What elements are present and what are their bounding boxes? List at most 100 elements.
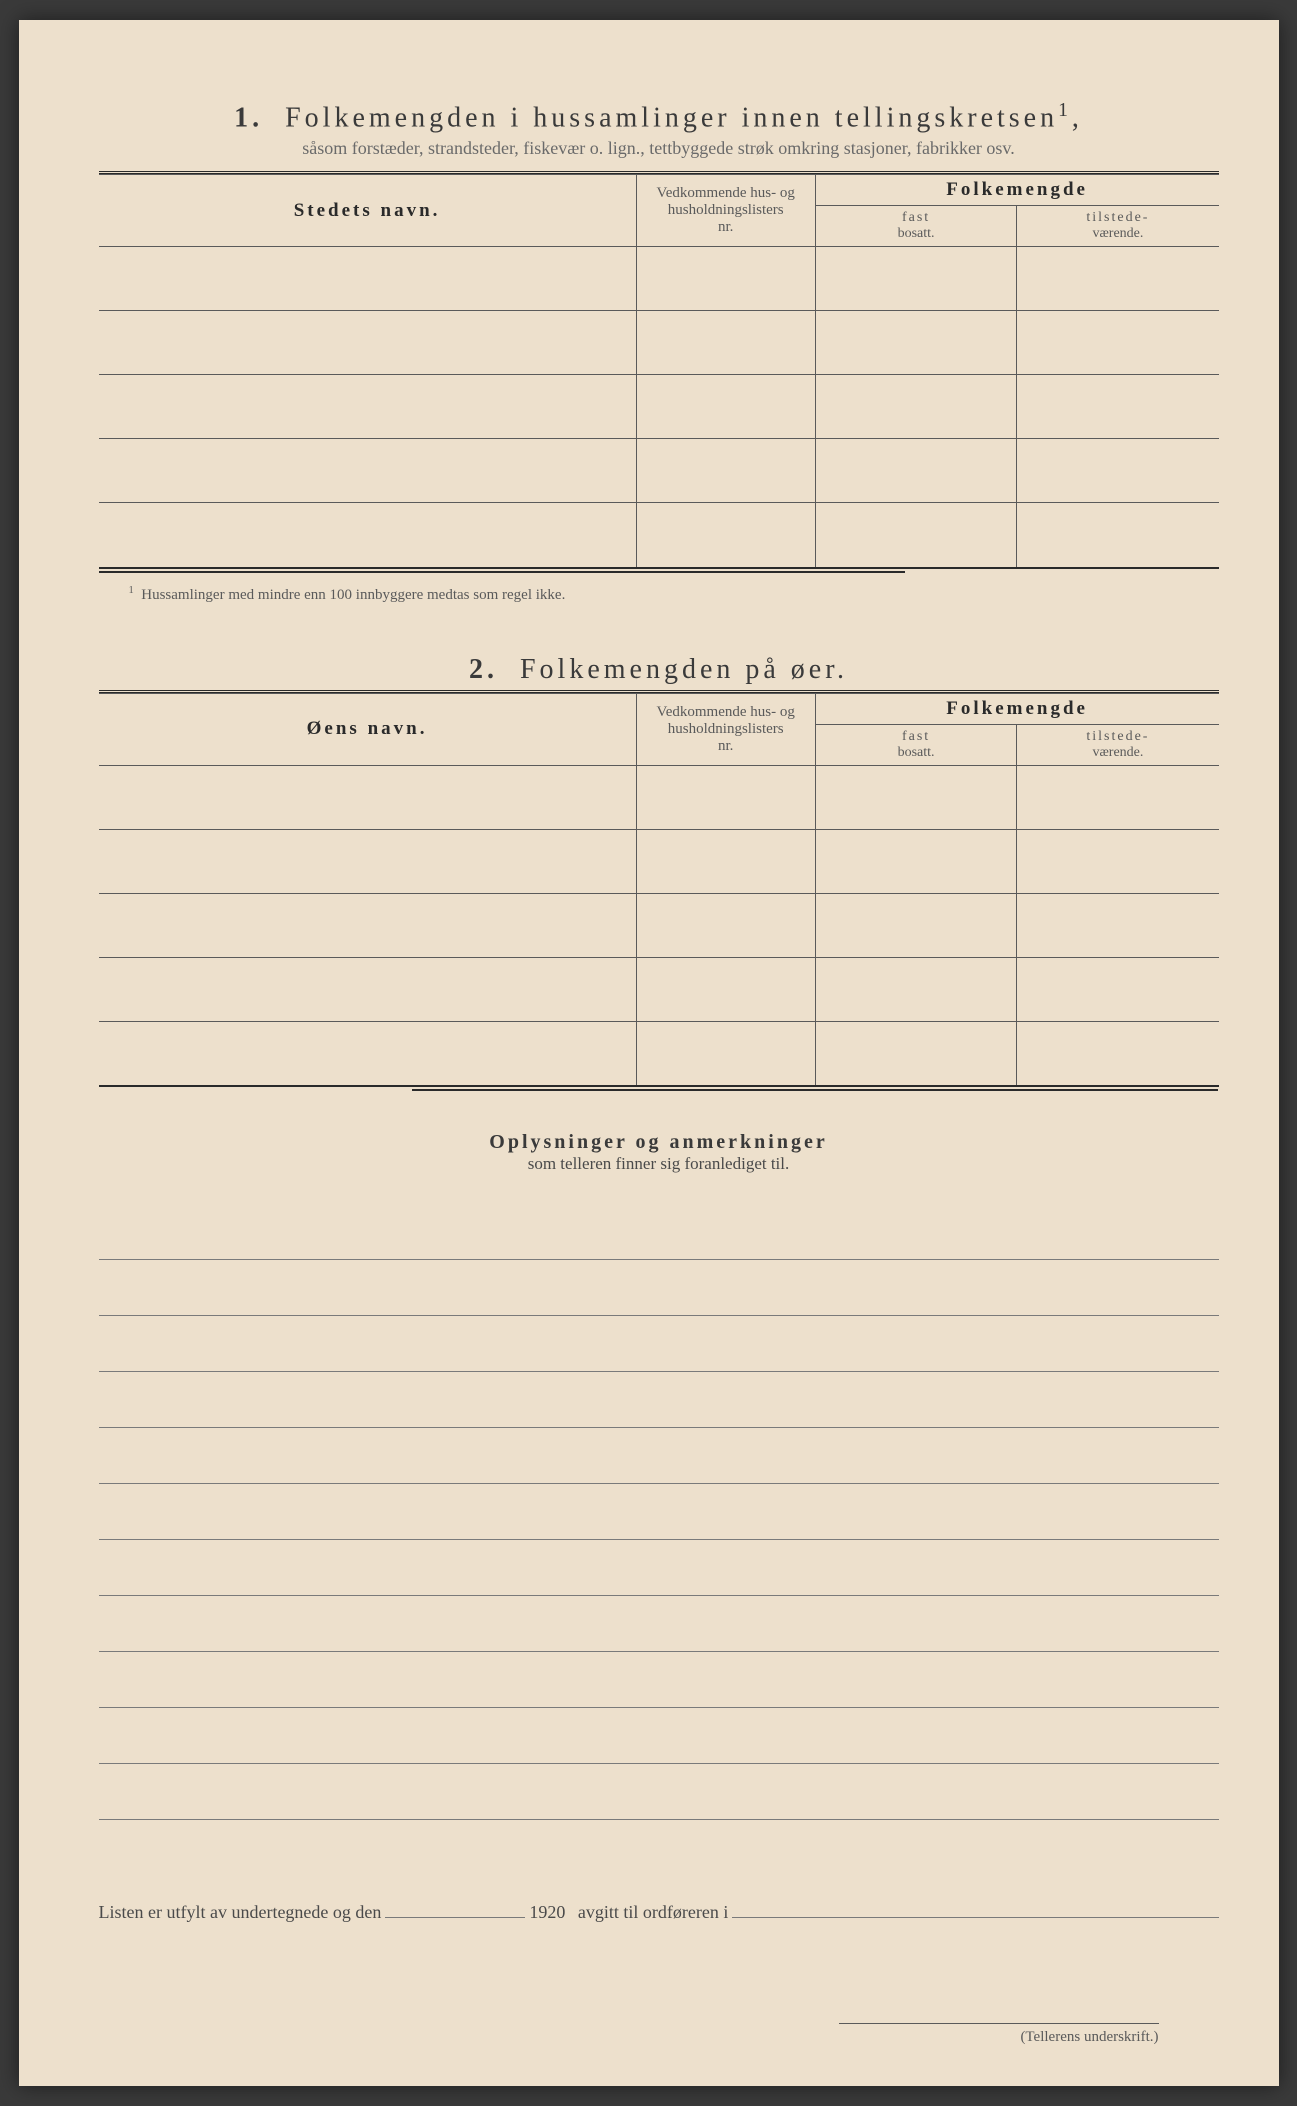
census-form-page: 1. Folkemengden i hussamlinger innen tel…: [19, 20, 1279, 2086]
table-cell[interactable]: [636, 247, 815, 311]
section1-title-text: Folkemengden i hussamlinger innen tellin…: [285, 102, 1058, 133]
nr-l1: Vedkommende hus- og: [657, 185, 795, 201]
section2-bottom-rule-partial: [412, 1089, 1218, 1091]
table-cell[interactable]: [636, 439, 815, 503]
section2-number: 2.: [469, 654, 498, 685]
section1-col-name: Stedets navn.: [99, 175, 637, 247]
table-cell[interactable]: [1017, 439, 1219, 503]
table-cell[interactable]: [1017, 829, 1219, 893]
section2-bottom-rule: [99, 1085, 1219, 1087]
remarks-line[interactable]: [99, 1260, 1219, 1316]
table-cell[interactable]: [1017, 375, 1219, 439]
til-l2: værende.: [1092, 226, 1143, 241]
table-cell[interactable]: [99, 765, 637, 829]
table-row: [99, 1021, 1219, 1085]
remarks-line[interactable]: [99, 1708, 1219, 1764]
table-cell[interactable]: [636, 503, 815, 567]
bottom-year: 1920: [529, 1902, 565, 1923]
section1-table: Stedets navn. Vedkommende hus- og hushol…: [99, 174, 1219, 567]
table-cell[interactable]: [815, 375, 1017, 439]
table-cell[interactable]: [815, 893, 1017, 957]
table-cell[interactable]: [99, 503, 637, 567]
table-cell[interactable]: [1017, 247, 1219, 311]
til2-l1: tilstede-: [1086, 729, 1149, 744]
section2-col-folkemengde: Folkemengde: [815, 693, 1218, 724]
table-cell[interactable]: [99, 439, 637, 503]
bottom-blank-date[interactable]: [385, 1900, 525, 1918]
section2-table: Øens navn. Vedkommende hus- og husholdni…: [99, 693, 1219, 1086]
table-cell[interactable]: [636, 957, 815, 1021]
signature-rule: [839, 2023, 1159, 2024]
section1-col-tilstede: tilstede- værende.: [1017, 206, 1219, 247]
section1-col-nr: Vedkommende hus- og husholdningslisters …: [636, 175, 815, 247]
table-cell[interactable]: [99, 893, 637, 957]
table-cell[interactable]: [99, 957, 637, 1021]
remarks-subtitle: som telleren finner sig foranlediget til…: [99, 1154, 1219, 1174]
table-row: [99, 893, 1219, 957]
remarks-line[interactable]: [99, 1764, 1219, 1820]
section2-col-fast: fast bosatt.: [815, 724, 1017, 765]
remarks-lines: [99, 1204, 1219, 1820]
til-l1: tilstede-: [1086, 210, 1149, 225]
table-cell[interactable]: [1017, 503, 1219, 567]
table-cell[interactable]: [99, 829, 637, 893]
nr-l2: husholdningslisters: [668, 202, 784, 218]
fast-l1: fast: [902, 210, 930, 225]
remarks-line[interactable]: [99, 1316, 1219, 1372]
table-cell[interactable]: [636, 311, 815, 375]
section1-subtitle: såsom forstæder, strandsteder, fiskevær …: [99, 138, 1219, 159]
bottom-after: avgitt til ordføreren i: [578, 1902, 728, 1923]
table-cell[interactable]: [1017, 765, 1219, 829]
remarks-line[interactable]: [99, 1596, 1219, 1652]
table-cell[interactable]: [815, 311, 1017, 375]
nr2-l3: nr.: [718, 738, 733, 754]
fast2-l2: bosatt.: [898, 745, 935, 760]
table-cell[interactable]: [636, 1021, 815, 1085]
table-cell[interactable]: [636, 375, 815, 439]
table-cell[interactable]: [99, 1021, 637, 1085]
table-cell[interactable]: [636, 893, 815, 957]
table-row: [99, 765, 1219, 829]
table-cell[interactable]: [636, 765, 815, 829]
remarks-line[interactable]: [99, 1484, 1219, 1540]
section1-body: [99, 247, 1219, 567]
remarks-line[interactable]: [99, 1540, 1219, 1596]
remarks-line[interactable]: [99, 1372, 1219, 1428]
table-cell[interactable]: [99, 247, 637, 311]
remarks-line[interactable]: [99, 1428, 1219, 1484]
table-cell[interactable]: [99, 311, 637, 375]
section2-col-nr: Vedkommende hus- og husholdningslisters …: [636, 693, 815, 765]
table-cell[interactable]: [1017, 311, 1219, 375]
table-cell[interactable]: [815, 957, 1017, 1021]
table-cell[interactable]: [1017, 1021, 1219, 1085]
section1-number: 1.: [234, 102, 263, 133]
bottom-blank-place[interactable]: [732, 1900, 1218, 1918]
table-row: [99, 247, 1219, 311]
remarks-line[interactable]: [99, 1652, 1219, 1708]
table-cell[interactable]: [1017, 893, 1219, 957]
table-row: [99, 957, 1219, 1021]
bottom-statement: Listen er utfylt av undertegnede og den …: [99, 1900, 1219, 1923]
table-cell[interactable]: [815, 829, 1017, 893]
til2-l2: værende.: [1092, 745, 1143, 760]
section2-col-tilstede: tilstede- værende.: [1017, 724, 1219, 765]
table-cell[interactable]: [815, 247, 1017, 311]
footnote-marker: 1: [129, 585, 134, 596]
section2-body: [99, 765, 1219, 1085]
footnote-text: Hussamlinger med mindre enn 100 innbygge…: [141, 587, 565, 603]
section1-bottom-rule-partial: [99, 571, 905, 573]
table-row: [99, 829, 1219, 893]
table-cell[interactable]: [815, 765, 1017, 829]
table-cell[interactable]: [815, 439, 1017, 503]
remarks-line[interactable]: [99, 1204, 1219, 1260]
table-cell[interactable]: [636, 829, 815, 893]
nr2-l2: husholdningslisters: [668, 721, 784, 737]
table-cell[interactable]: [815, 503, 1017, 567]
bottom-before: Listen er utfylt av undertegnede og den: [99, 1902, 382, 1923]
table-cell[interactable]: [815, 1021, 1017, 1085]
table-cell[interactable]: [99, 375, 637, 439]
table-cell[interactable]: [1017, 957, 1219, 1021]
fast-l2: bosatt.: [898, 226, 935, 241]
section1-bottom-rule: [99, 567, 1219, 569]
remarks-title: Oplysninger og anmerkninger: [99, 1131, 1219, 1154]
